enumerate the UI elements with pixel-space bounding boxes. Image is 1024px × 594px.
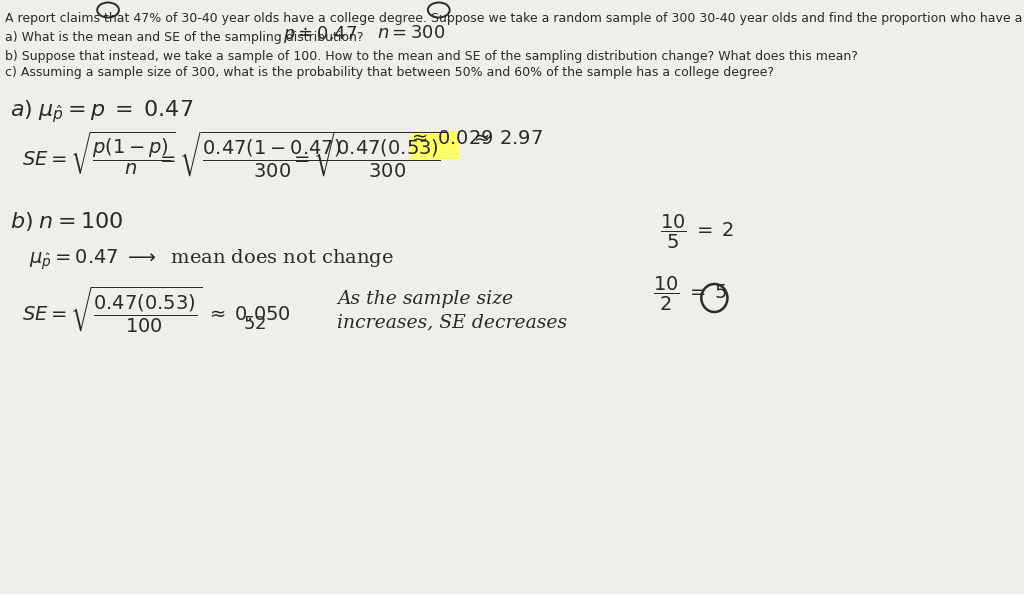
Text: $a)$: $a)$ xyxy=(10,98,33,121)
Text: $= \sqrt{\dfrac{0.47(0.53)}{300}}$: $= \sqrt{\dfrac{0.47(0.53)}{300}}$ xyxy=(290,130,445,181)
Text: $b)\;n = 100$: $b)\;n = 100$ xyxy=(10,210,124,233)
Text: $\dfrac{10}{2} \;=\; 5$: $\dfrac{10}{2} \;=\; 5$ xyxy=(652,275,727,313)
Text: a) What is the mean and SE of the sampling distribution?: a) What is the mean and SE of the sampli… xyxy=(5,31,364,44)
Text: $52$: $52$ xyxy=(243,315,266,333)
Text: $\mu_{\hat{p}} = 0.47 \;\longrightarrow\;$ mean does not change: $\mu_{\hat{p}} = 0.47 \;\longrightarrow\… xyxy=(29,248,394,273)
Text: $SE = \sqrt{\dfrac{p(1-p)}{n}}$: $SE = \sqrt{\dfrac{p(1-p)}{n}}$ xyxy=(22,130,175,178)
Text: c) Assuming a sample size of 300, what is the probability that between 50% and 6: c) Assuming a sample size of 300, what i… xyxy=(5,66,774,79)
Text: As the sample size: As the sample size xyxy=(337,290,513,308)
Text: $SE = \sqrt{\dfrac{0.47(0.53)}{100}} \;\approx\; 0.050$: $SE = \sqrt{\dfrac{0.47(0.53)}{100}} \;\… xyxy=(22,285,291,336)
Text: $n = 300$: $n = 300$ xyxy=(377,24,445,42)
Text: $\dfrac{10}{5} \;=\; 2$: $\dfrac{10}{5} \;=\; 2$ xyxy=(660,213,734,251)
Text: increases, SE decreases: increases, SE decreases xyxy=(337,313,567,331)
Text: $\mu_{\hat{p}} = p \;=\; 0.47$: $\mu_{\hat{p}} = p \;=\; 0.47$ xyxy=(38,98,194,125)
Text: b) Suppose that instead, we take a sample of 100. How to the mean and SE of the : b) Suppose that instead, we take a sampl… xyxy=(5,50,858,63)
Text: $p \doteq 0.47$: $p \doteq 0.47$ xyxy=(283,24,357,45)
Text: A report claims that 47% of 30-40 year olds have a college degree. Suppose we ta: A report claims that 47% of 30-40 year o… xyxy=(5,12,1024,25)
Text: $\approx \;2.97$: $\approx \;2.97$ xyxy=(470,130,543,148)
Text: $= \sqrt{\dfrac{0.47(1-0.47)}{300}}$: $= \sqrt{\dfrac{0.47(1-0.47)}{300}}$ xyxy=(156,130,347,181)
Text: $\approx \;0.029$: $\approx \;0.029$ xyxy=(408,130,493,148)
FancyBboxPatch shape xyxy=(409,131,460,159)
